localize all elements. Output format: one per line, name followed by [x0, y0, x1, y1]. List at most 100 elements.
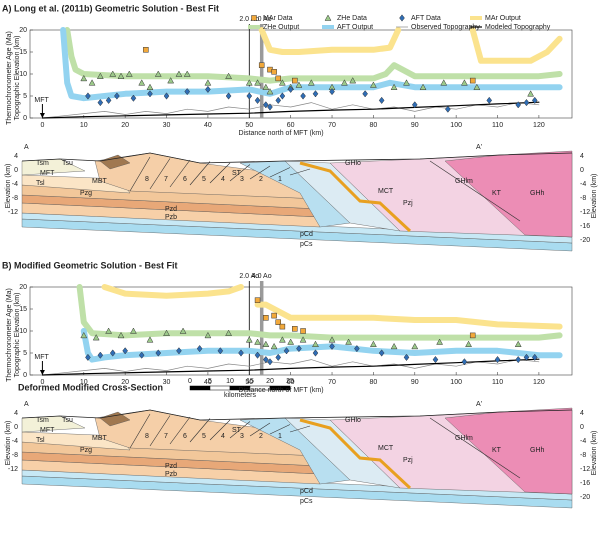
y-tick-label: 5	[23, 93, 27, 100]
thrust-number: 1	[278, 433, 282, 440]
series-line	[76, 284, 563, 341]
data-point	[465, 340, 472, 347]
x-axis-label: Distance north of MFT (km)	[238, 130, 323, 137]
unit-label: GHh	[530, 190, 545, 197]
legend-label: AFT Output	[337, 24, 373, 31]
data-point	[399, 14, 405, 22]
elevation-tick: 0	[14, 424, 18, 431]
thrust-number: 5	[202, 433, 206, 440]
rock-unit	[99, 411, 131, 427]
data-point	[461, 79, 468, 86]
data-point	[122, 347, 128, 355]
elevation-tick: -4	[12, 181, 18, 188]
data-point	[109, 70, 117, 77]
unit-label: Pzd	[165, 206, 177, 213]
unit-label: ST	[232, 427, 242, 434]
unit-label: A'	[476, 144, 482, 151]
thrust-number: 3	[240, 433, 244, 440]
section-title: Deformed Modified Cross-Section	[18, 382, 163, 392]
data-point	[270, 342, 278, 350]
thrust-fault	[289, 168, 311, 176]
data-point	[349, 77, 357, 84]
scale-tick: 25	[286, 378, 294, 385]
y-tick-label: 20	[19, 284, 27, 291]
y-tick-label: 20	[19, 27, 27, 34]
data-point	[378, 96, 385, 105]
legend-label: AFT Data	[411, 15, 441, 22]
data-point	[275, 353, 282, 362]
scale-unit: kilometers	[224, 392, 256, 399]
thrust-fault	[229, 164, 251, 182]
topography	[21, 409, 573, 421]
data-point	[105, 327, 113, 334]
data-point	[278, 79, 286, 86]
elevation-tick: -4	[580, 181, 586, 188]
x-tick-label: 70	[328, 379, 336, 386]
data-point	[246, 92, 253, 100]
thrust-fault	[129, 413, 151, 449]
data-point	[436, 338, 444, 345]
x-tick-label: 70	[328, 122, 336, 129]
data-point	[92, 334, 100, 341]
legend-label: Modeled Topography	[485, 24, 551, 31]
annotation: 4.0 Ao	[252, 273, 272, 280]
thrust-number: 4	[221, 176, 225, 183]
data-point	[254, 96, 261, 105]
unit-label: A	[24, 401, 29, 408]
data-point	[299, 336, 307, 343]
scale-segment	[209, 385, 231, 391]
data-point	[514, 340, 522, 347]
data-point	[531, 353, 538, 362]
y-axis-label: Topographic Elevation (km)	[14, 36, 21, 121]
y-tick-label: 10	[19, 71, 27, 78]
elevation-tick: -8	[580, 452, 586, 459]
elevation-tick: -12	[8, 466, 18, 473]
data-point	[283, 347, 290, 355]
data-point	[275, 96, 282, 105]
elevation-tick: -4	[580, 438, 586, 445]
unit-label: Pzj	[403, 457, 413, 464]
unit-label: Tsu	[62, 160, 73, 167]
data-point	[184, 87, 191, 96]
data-point	[251, 15, 257, 21]
data-point	[130, 94, 137, 102]
unit-label: GHlm	[455, 435, 473, 442]
data-point	[300, 92, 306, 100]
unit-label: MBT	[92, 435, 108, 442]
annotation: MFT	[34, 97, 49, 104]
data-point	[278, 336, 286, 343]
data-point	[531, 96, 538, 105]
data-point	[266, 88, 274, 95]
unit-label: Tsm	[36, 417, 49, 424]
data-point	[117, 331, 125, 339]
x-tick-label: 110	[492, 379, 503, 386]
elevation-tick: -16	[580, 480, 590, 487]
data-point	[109, 349, 116, 357]
unit-label: Pzd	[165, 463, 177, 470]
thrust-number: 6	[183, 433, 187, 440]
x-tick-label: 10	[80, 122, 88, 129]
series-line	[60, 27, 563, 102]
x-tick-label: 80	[370, 122, 378, 129]
elevation-tick: -20	[580, 237, 590, 244]
data-point	[238, 349, 244, 357]
data-point	[411, 342, 419, 350]
thrust-fault	[249, 422, 271, 437]
data-point	[80, 331, 88, 339]
data-point	[176, 347, 182, 355]
x-tick-label: 60	[287, 122, 295, 129]
unit-label: pCs	[300, 498, 313, 505]
data-point	[225, 92, 232, 100]
thrust-fault	[269, 424, 291, 435]
data-point	[183, 70, 191, 77]
elevation-tick: 4	[14, 153, 18, 160]
elevation-label: Elevation (km)	[5, 421, 12, 466]
x-tick-label: 30	[163, 379, 171, 386]
x-tick-label: 100	[450, 122, 462, 129]
thrust-number: 8	[145, 176, 149, 183]
thrust-fault	[189, 418, 211, 443]
data-point	[245, 79, 253, 86]
data-point	[445, 105, 451, 113]
y-tick-label: 15	[19, 306, 27, 313]
